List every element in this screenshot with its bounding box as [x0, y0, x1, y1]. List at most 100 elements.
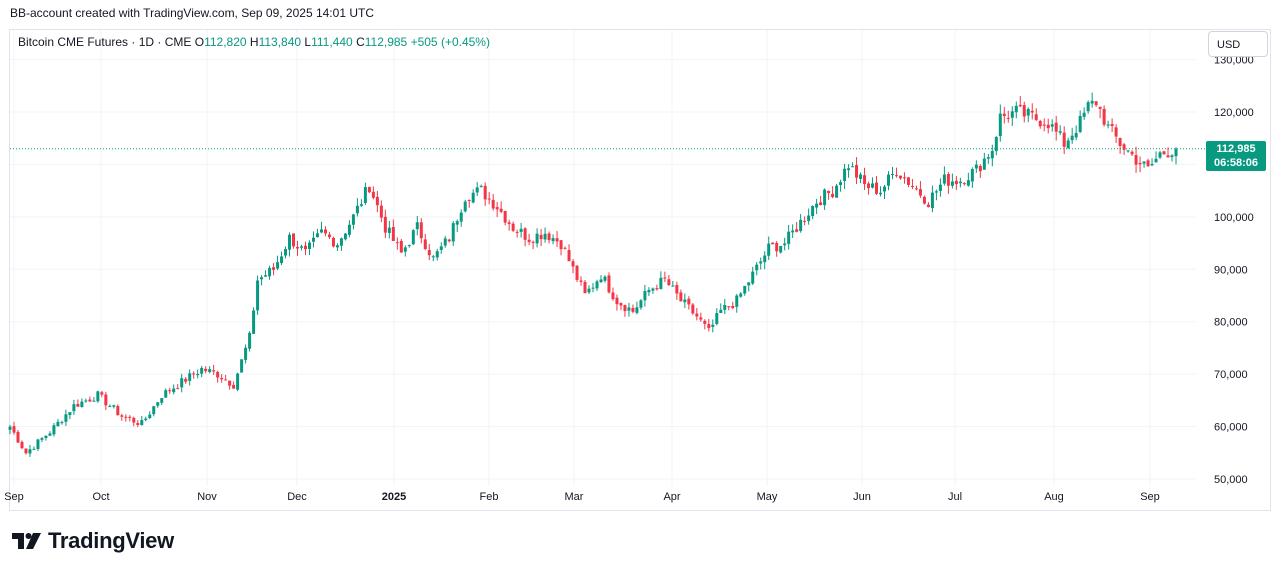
candle-body — [707, 324, 711, 328]
y-tick-label: 100,000 — [1214, 212, 1254, 224]
candle-body — [651, 288, 655, 291]
candle-body — [555, 238, 559, 242]
candle-body — [148, 414, 152, 419]
candle-body — [719, 309, 723, 314]
candle-body — [1066, 140, 1070, 149]
candle-body — [659, 277, 663, 289]
candle-body — [739, 293, 743, 297]
candle-body — [863, 175, 867, 185]
candle-body — [1118, 138, 1122, 146]
candle-body — [635, 307, 639, 313]
candle-body — [72, 404, 76, 412]
candle-body — [467, 200, 471, 202]
candle-body — [315, 233, 319, 238]
candle-body — [208, 369, 212, 373]
candle-body — [176, 388, 180, 390]
candle-body — [64, 414, 68, 422]
candle-body — [20, 441, 24, 449]
candle-body — [599, 279, 603, 283]
candle-body — [703, 320, 707, 324]
candle-body — [1006, 117, 1010, 119]
candle-body — [128, 416, 132, 418]
candle-body — [1154, 158, 1158, 163]
candle-body — [232, 384, 236, 389]
candle-body — [80, 401, 84, 408]
x-tick-label: Mar — [565, 491, 584, 503]
candle-body — [743, 285, 747, 294]
candle-body — [611, 292, 615, 300]
candle-body — [44, 435, 48, 439]
candle-body — [791, 230, 795, 233]
candle-body — [715, 313, 719, 324]
candle-body — [1014, 105, 1018, 113]
candle-body — [1090, 100, 1094, 104]
candle-body — [563, 247, 567, 249]
candle-body — [503, 210, 507, 223]
candle-body — [1098, 106, 1102, 109]
candle-body — [1170, 155, 1174, 158]
candle-body — [491, 199, 495, 209]
candle-body — [507, 222, 511, 224]
candle-body — [851, 166, 855, 168]
x-tick-label: Apr — [663, 491, 680, 503]
candle-body — [847, 168, 851, 171]
candle-body — [695, 313, 699, 317]
candle-body — [711, 324, 715, 327]
candle-body — [539, 234, 543, 240]
candle-body — [1138, 162, 1142, 165]
candle-body — [343, 233, 347, 240]
candle-body — [511, 223, 515, 231]
candle-body — [663, 277, 667, 279]
candle-body — [216, 371, 220, 378]
x-tick-label: Jun — [853, 491, 871, 503]
candle-body — [1050, 124, 1054, 127]
candle-body — [323, 229, 327, 234]
candle-body — [319, 229, 323, 233]
candle-body — [894, 175, 898, 177]
candle-body — [966, 180, 970, 186]
candle-body — [419, 222, 423, 239]
candle-body — [639, 300, 643, 308]
candle-body — [898, 175, 902, 179]
candle-body — [284, 248, 288, 256]
candle-body — [1082, 112, 1086, 117]
candle-body — [735, 295, 739, 307]
candle-body — [519, 228, 523, 232]
candle-body — [260, 277, 264, 280]
candle-body — [399, 240, 403, 253]
candle-body — [56, 421, 60, 427]
candle-body — [751, 271, 755, 284]
candle-body — [1174, 148, 1178, 157]
symbol-legend[interactable]: Bitcoin CME Futures · 1D · CME O112,820 … — [18, 35, 490, 49]
x-tick-label: Sep — [1140, 491, 1160, 503]
candle-body — [68, 412, 72, 416]
candle-body — [974, 164, 978, 169]
candle-body — [52, 425, 56, 435]
candle-body — [926, 204, 930, 208]
candle-body — [112, 405, 116, 407]
candle-body — [551, 238, 555, 242]
candle-body — [755, 264, 759, 271]
candle-body — [140, 420, 144, 426]
tradingview-logo[interactable]: TradingView — [12, 528, 174, 553]
candle-body — [962, 183, 966, 185]
candle-body — [994, 137, 998, 152]
candle-body — [567, 250, 571, 262]
legend-low-label: L — [304, 35, 312, 49]
candle-body — [32, 448, 36, 450]
candle-body — [300, 246, 303, 248]
candle-body — [451, 223, 455, 242]
candle-body — [683, 299, 687, 303]
candle-body — [395, 242, 399, 244]
candle-body — [1026, 108, 1030, 116]
candle-body — [307, 242, 311, 250]
candle-body — [292, 233, 296, 247]
candle-body — [855, 165, 859, 178]
x-tick-label: Aug — [1044, 491, 1064, 503]
candle-body — [515, 231, 519, 233]
currency-selector-button[interactable]: USD — [1208, 31, 1268, 57]
candle-body — [1086, 102, 1090, 112]
candle-body — [1038, 120, 1042, 127]
candle-body — [160, 398, 164, 403]
